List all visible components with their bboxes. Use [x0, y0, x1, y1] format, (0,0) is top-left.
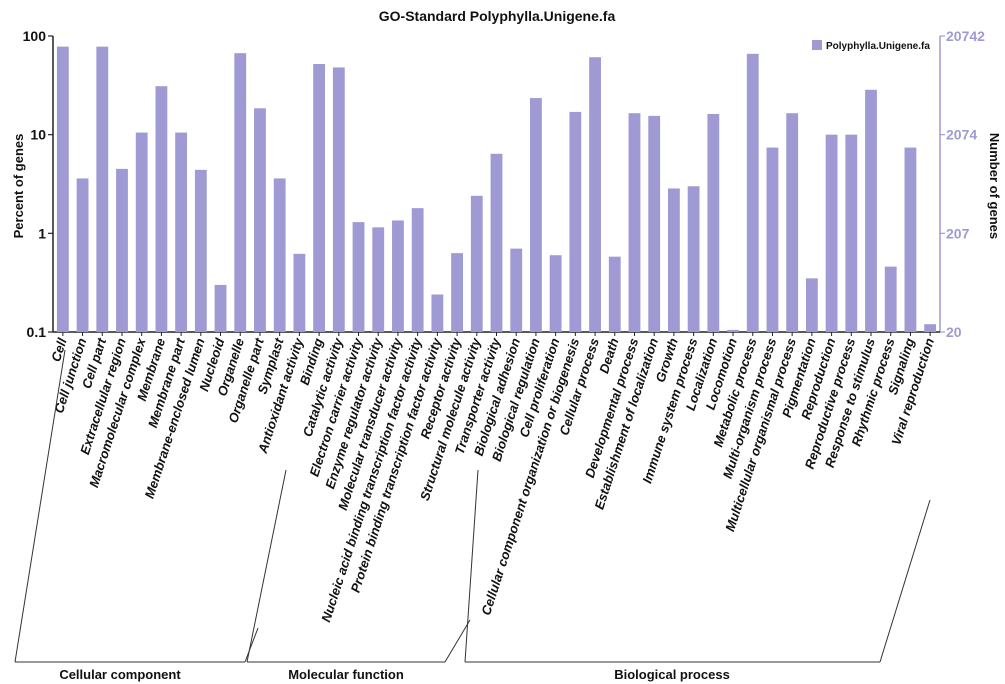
bar: [786, 113, 799, 332]
bar: [687, 186, 700, 332]
legend-label: Polyphylla.Unigene.fa: [826, 41, 930, 52]
bar: [608, 256, 621, 332]
legend-swatch: [812, 40, 822, 50]
bar: [273, 178, 286, 332]
y-right-tick-label: 20: [946, 324, 962, 340]
bar: [194, 169, 207, 332]
bar: [510, 248, 523, 332]
group-label: Cellular component: [59, 667, 181, 682]
group-bracket-right: [444, 619, 471, 663]
bar: [392, 220, 404, 332]
bar: [924, 324, 937, 332]
bar: [372, 227, 385, 332]
chart-title: GO-Standard Polyphylla.Unigene.fa: [379, 8, 616, 24]
group-bracket-right: [879, 499, 931, 663]
group-bracket-left: [14, 349, 66, 663]
bar: [96, 46, 109, 332]
bar: [530, 98, 542, 333]
group-bracket-right: [244, 627, 259, 663]
bar: [628, 113, 641, 332]
bar: [904, 147, 917, 332]
y-axis-right-label: Number of genes: [987, 133, 1002, 239]
y-left-tick-label: 10: [30, 127, 46, 143]
bar: [76, 178, 89, 332]
bar: [411, 208, 424, 332]
bar: [155, 86, 168, 333]
group-brackets: Cellular component Molecular function Biol…: [14, 349, 931, 682]
bar: [431, 294, 444, 332]
bar: [175, 132, 188, 332]
bar: [490, 153, 503, 332]
bar: [352, 222, 365, 332]
bar: [746, 53, 759, 333]
category-label: Cell: [48, 336, 70, 364]
bar: [884, 266, 897, 332]
bar: [313, 64, 326, 333]
bar: [293, 253, 306, 332]
group-label: Molecular function: [288, 667, 404, 682]
legend: Polyphylla.Unigene.fa: [812, 40, 930, 52]
y-right-tick-label: 2074: [946, 127, 977, 143]
bar: [56, 46, 69, 332]
bar: [569, 111, 582, 332]
bar: [214, 284, 227, 332]
bar: [825, 134, 838, 332]
group-bracket-left: [246, 469, 287, 663]
bar: [451, 253, 463, 332]
bars: [56, 46, 937, 336]
group-bracket-left: [464, 469, 479, 663]
bar: [116, 168, 128, 332]
bar: [589, 57, 601, 333]
bar: [766, 147, 779, 332]
y-right-tick-label: 20742: [946, 28, 985, 44]
bar: [234, 53, 247, 333]
y-left-tick-label: 0.1: [27, 324, 47, 340]
y-left-tick-label: 1: [38, 225, 46, 241]
y-left-tick-label: 100: [23, 28, 47, 44]
bar: [845, 134, 858, 332]
bar: [648, 115, 661, 333]
bar: [135, 132, 148, 332]
group-label: Biological process: [614, 667, 730, 682]
bar: [470, 195, 483, 332]
bar: [254, 108, 266, 332]
bar: [667, 188, 680, 332]
y-right-tick-label: 207: [946, 225, 970, 241]
bar: [865, 89, 877, 333]
y-axis-left-label: Percent of genes: [11, 134, 26, 239]
bar: [332, 67, 345, 332]
bar: [707, 113, 720, 332]
bar: [549, 255, 562, 332]
bar: [727, 329, 739, 332]
bar: [805, 278, 818, 332]
axis-ticks: 100 20742 10 2074 1 207 0.1 20: [23, 28, 986, 340]
